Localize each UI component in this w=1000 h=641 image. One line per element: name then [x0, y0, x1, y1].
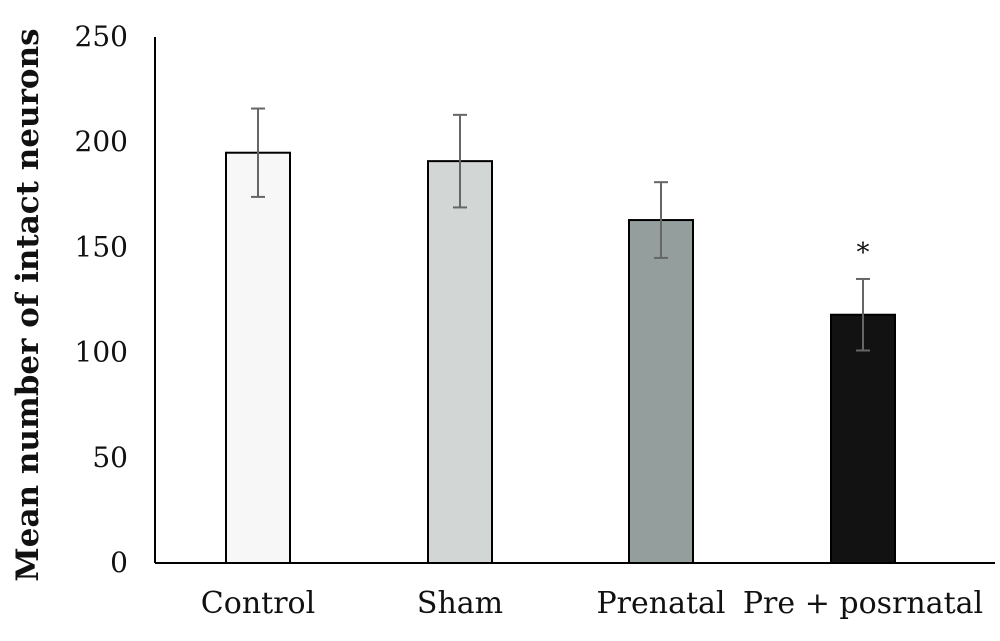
- x-category-label-control: Control: [201, 586, 315, 621]
- y-axis-title: Mean number of intact neurons: [10, 28, 46, 581]
- error-bar-pre-posrnatal: [856, 277, 870, 352]
- bar-control: [225, 151, 291, 564]
- y-tick-label-0: 0: [110, 546, 128, 579]
- bar-pre-posrnatal: [830, 313, 896, 564]
- annotations: *: [857, 238, 870, 268]
- error-bar-control: [251, 107, 265, 198]
- x-category-label-pre-posrnatal: Pre + posrnatal: [743, 586, 983, 621]
- significance-marker-pre-posrnatal: *: [857, 238, 870, 268]
- y-tick-label-50: 50: [92, 441, 128, 474]
- x-category-label-prenatal: Prenatal: [596, 586, 725, 621]
- error-bar-prenatal: [654, 181, 668, 259]
- x-category-label-sham: Sham: [417, 586, 503, 621]
- y-tick-label-150: 150: [75, 230, 128, 263]
- x-axis-categories: Control Sham Prenatal Pre + posrnatal: [201, 586, 983, 621]
- y-tick-label-200: 200: [75, 125, 128, 158]
- bars: [225, 151, 896, 565]
- y-axis-ticks: 0 50 100 150 200 250: [75, 20, 128, 579]
- error-bar-sham: [453, 113, 467, 209]
- y-tick-label-100: 100: [75, 336, 128, 369]
- bar-sham: [427, 160, 493, 565]
- error-bars: [251, 107, 870, 352]
- y-tick-label-250: 250: [75, 20, 128, 53]
- bar-prenatal: [628, 219, 694, 564]
